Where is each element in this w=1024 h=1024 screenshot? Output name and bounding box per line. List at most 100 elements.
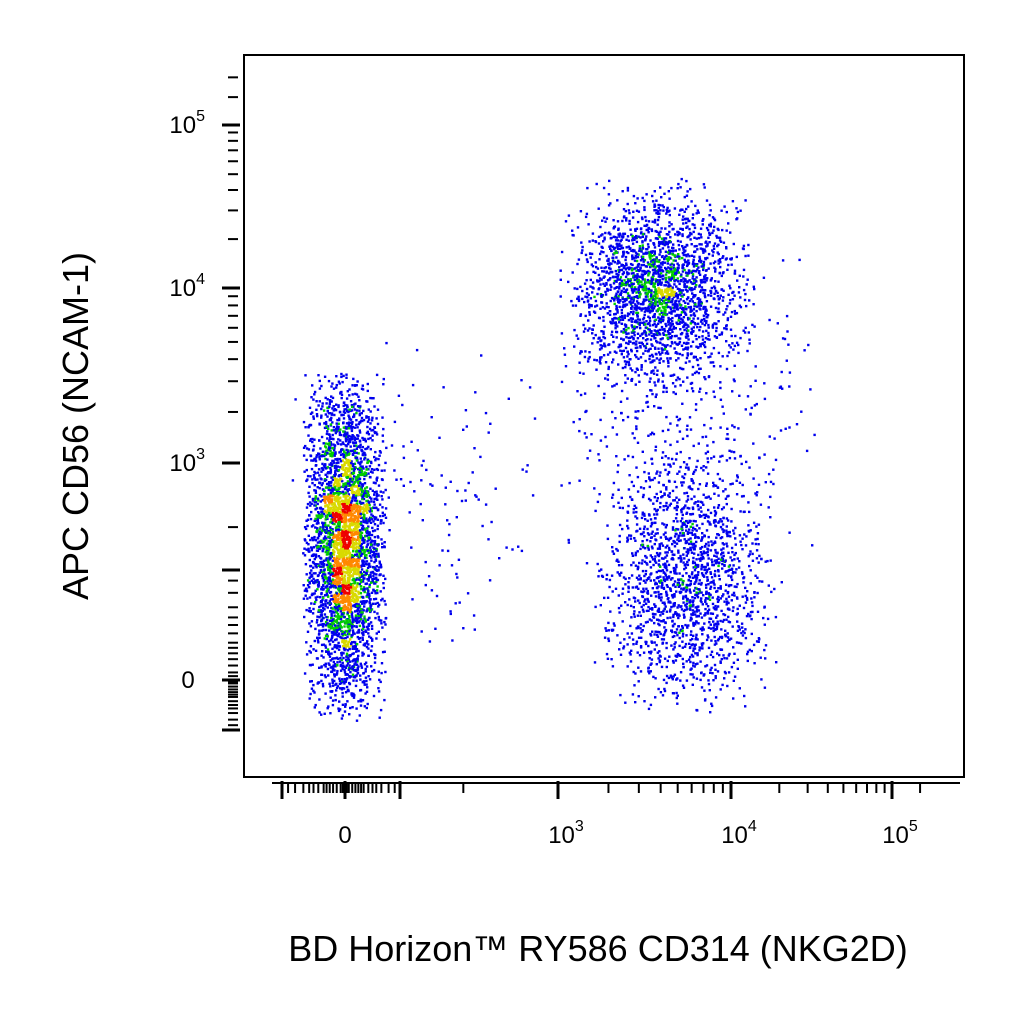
event-dot <box>348 527 351 531</box>
event-dot <box>347 414 350 417</box>
event-dot <box>650 343 653 346</box>
event-dot <box>352 675 356 679</box>
event-dot <box>306 630 310 633</box>
event-dot <box>321 650 324 653</box>
event-dot <box>333 517 337 521</box>
event-dot <box>355 625 358 629</box>
event-dot <box>328 568 331 572</box>
event-dot <box>355 584 359 588</box>
event-dot <box>321 549 324 553</box>
event-dot <box>338 506 341 509</box>
event-dot <box>322 588 325 591</box>
event-dot <box>624 381 627 384</box>
event-dot <box>373 515 376 519</box>
event-dot <box>346 508 350 511</box>
event-dot <box>318 666 321 669</box>
event-dot <box>579 285 582 289</box>
event-dot <box>651 315 655 319</box>
event-dot <box>715 236 719 239</box>
event-dot <box>355 619 358 623</box>
event-dot <box>702 260 706 264</box>
event-dot <box>676 287 680 290</box>
event-dot <box>317 404 320 407</box>
event-dot <box>652 264 656 268</box>
event-dot <box>332 595 336 598</box>
event-dot <box>356 582 359 585</box>
event-dot <box>342 455 345 459</box>
event-dot <box>626 189 630 192</box>
event-dot <box>605 302 608 305</box>
event-dot <box>345 664 349 667</box>
event-dot <box>647 226 650 230</box>
event-dot <box>312 689 315 693</box>
event-dot <box>321 521 324 524</box>
event-dot <box>343 640 346 643</box>
event-dot <box>373 468 376 471</box>
event-dot <box>336 594 340 598</box>
event-dot <box>363 705 366 708</box>
event-dot <box>368 602 372 605</box>
event-dot <box>363 560 366 563</box>
event-dot <box>365 490 368 493</box>
event-dot <box>378 603 381 606</box>
event-dot <box>383 650 386 653</box>
event-dot <box>330 476 333 479</box>
event-dot <box>341 639 344 642</box>
event-dot <box>316 595 319 599</box>
event-dot <box>330 412 334 415</box>
event-dot <box>312 607 315 611</box>
event-dot <box>345 536 349 539</box>
event-dot <box>367 675 370 678</box>
event-dot <box>656 304 659 307</box>
event-dot <box>311 575 314 578</box>
event-dot <box>325 527 329 531</box>
event-dot <box>690 254 694 257</box>
event-dot <box>370 608 374 611</box>
event-dot <box>318 632 321 635</box>
event-dot <box>599 234 603 237</box>
event-dot <box>343 522 346 526</box>
event-dot <box>611 317 614 321</box>
event-dot <box>381 597 384 601</box>
event-dot <box>307 543 310 546</box>
event-dot <box>307 491 310 495</box>
event-dot <box>331 521 334 524</box>
event-dot <box>359 613 363 616</box>
event-dot <box>622 300 625 304</box>
event-dot <box>305 573 308 576</box>
event-dot <box>322 622 325 626</box>
event-dot <box>375 576 378 579</box>
event-dot <box>329 442 333 445</box>
event-dot <box>327 562 330 565</box>
event-dot <box>344 691 348 694</box>
event-dot <box>332 581 335 584</box>
event-dot <box>327 496 330 499</box>
event-dot <box>664 273 668 276</box>
event-dot <box>678 288 681 291</box>
event-dot <box>658 313 661 316</box>
event-dot <box>337 438 340 441</box>
event-dot <box>324 602 327 606</box>
event-dot <box>343 461 346 464</box>
event-dot <box>668 311 671 314</box>
event-dot <box>355 679 358 682</box>
event-dot <box>367 596 371 599</box>
event-dot <box>305 587 308 590</box>
event-dot <box>358 553 361 556</box>
event-dot <box>335 628 338 631</box>
event-dot <box>690 270 693 273</box>
event-dot <box>341 615 344 618</box>
event-dot <box>326 550 330 554</box>
event-dot <box>333 605 336 609</box>
event-dot <box>622 250 625 254</box>
event-dot <box>748 299 751 302</box>
event-dot <box>358 577 361 581</box>
event-dot <box>350 521 353 525</box>
event-dot <box>360 416 364 420</box>
event-dot <box>339 433 342 437</box>
event-dot <box>359 512 362 516</box>
event-dot <box>316 682 319 685</box>
event-dot <box>367 589 370 593</box>
event-dot <box>354 610 357 613</box>
event-dot <box>373 493 376 496</box>
